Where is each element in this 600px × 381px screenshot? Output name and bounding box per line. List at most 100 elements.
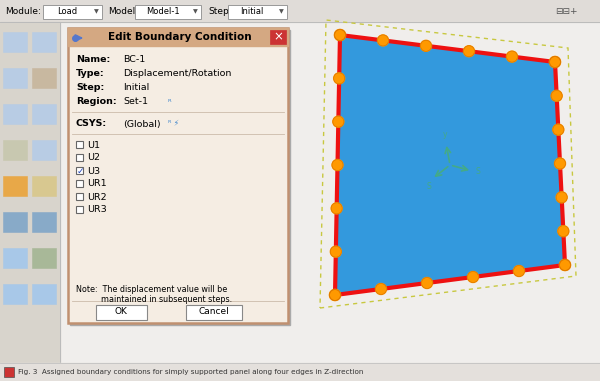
Bar xyxy=(32,104,56,124)
Circle shape xyxy=(377,35,389,46)
Bar xyxy=(3,284,27,304)
Text: U3: U3 xyxy=(87,166,100,176)
Text: OK: OK xyxy=(115,307,127,317)
Circle shape xyxy=(558,226,569,237)
Bar xyxy=(32,32,56,52)
Circle shape xyxy=(556,192,567,203)
Text: U2: U2 xyxy=(87,154,100,163)
Bar xyxy=(0,0,600,22)
Text: BC-1: BC-1 xyxy=(123,56,145,64)
Bar xyxy=(3,140,27,160)
Text: ▼: ▼ xyxy=(278,10,283,14)
FancyBboxPatch shape xyxy=(95,304,146,320)
Text: CSYS:: CSYS: xyxy=(76,120,107,128)
Text: Module:: Module: xyxy=(5,6,41,16)
Text: ▼: ▼ xyxy=(193,10,197,14)
Circle shape xyxy=(333,116,344,127)
Text: Fig. 3  Assigned boundary conditions for simply supported panel along four edges: Fig. 3 Assigned boundary conditions for … xyxy=(18,369,364,375)
Bar xyxy=(76,141,83,148)
Bar xyxy=(32,212,56,232)
Text: S: S xyxy=(427,182,431,191)
Bar xyxy=(32,248,56,268)
Bar xyxy=(68,28,288,46)
Bar xyxy=(32,176,56,196)
Circle shape xyxy=(421,40,431,51)
FancyBboxPatch shape xyxy=(185,304,241,320)
Circle shape xyxy=(467,272,479,282)
Circle shape xyxy=(554,158,566,169)
Circle shape xyxy=(329,290,341,301)
Text: maintained in subsequent steps.: maintained in subsequent steps. xyxy=(76,296,232,304)
Circle shape xyxy=(332,160,343,171)
Bar xyxy=(270,30,286,44)
Text: S: S xyxy=(475,166,480,176)
Text: UR1: UR1 xyxy=(87,179,107,189)
Bar xyxy=(68,28,288,323)
Bar xyxy=(0,22,60,381)
Bar xyxy=(3,212,27,232)
Text: Model:: Model: xyxy=(108,6,138,16)
Circle shape xyxy=(551,90,562,101)
Bar xyxy=(76,154,83,161)
Text: UR3: UR3 xyxy=(87,205,107,215)
Bar xyxy=(3,176,27,196)
Circle shape xyxy=(550,56,560,67)
Bar xyxy=(70,30,290,325)
Text: Load: Load xyxy=(57,8,77,16)
Text: ×: × xyxy=(273,30,283,43)
Text: Initial: Initial xyxy=(123,83,149,93)
Circle shape xyxy=(421,277,433,288)
Circle shape xyxy=(464,46,475,57)
Bar xyxy=(32,68,56,88)
Bar xyxy=(76,193,83,200)
Text: UR2: UR2 xyxy=(87,192,107,202)
Text: Region:: Region: xyxy=(76,98,116,107)
Text: Cancel: Cancel xyxy=(198,307,229,317)
Text: Edit Boundary Condition: Edit Boundary Condition xyxy=(108,32,252,42)
Text: Model-1: Model-1 xyxy=(146,8,179,16)
Bar xyxy=(4,367,14,377)
Text: Name:: Name: xyxy=(76,56,110,64)
Circle shape xyxy=(550,56,560,67)
Bar xyxy=(76,167,83,174)
Text: Initial: Initial xyxy=(241,8,263,16)
FancyBboxPatch shape xyxy=(43,5,101,19)
Circle shape xyxy=(329,290,341,301)
Polygon shape xyxy=(335,35,565,295)
Bar xyxy=(32,284,56,304)
Circle shape xyxy=(331,203,342,214)
FancyBboxPatch shape xyxy=(134,5,200,19)
Circle shape xyxy=(331,246,341,257)
Bar xyxy=(76,180,83,187)
Text: Set-1: Set-1 xyxy=(123,98,148,107)
Circle shape xyxy=(560,259,571,271)
FancyBboxPatch shape xyxy=(227,5,287,19)
Bar xyxy=(5,368,13,376)
Bar xyxy=(32,140,56,160)
Circle shape xyxy=(334,73,344,84)
Text: ✓: ✓ xyxy=(77,166,84,176)
Text: Step:: Step: xyxy=(76,83,104,93)
Circle shape xyxy=(376,283,386,295)
Text: y: y xyxy=(443,130,447,139)
Bar xyxy=(76,206,83,213)
Text: ⊟⊟+: ⊟⊟+ xyxy=(555,6,577,16)
Text: U1: U1 xyxy=(87,141,100,149)
Circle shape xyxy=(335,29,346,40)
Text: Note:  The displacement value will be: Note: The displacement value will be xyxy=(76,285,227,293)
Text: Type:: Type: xyxy=(76,69,104,78)
Circle shape xyxy=(335,29,346,40)
Text: ᴿ ⚡: ᴿ ⚡ xyxy=(168,120,179,128)
Text: ᴿ: ᴿ xyxy=(168,98,172,107)
Circle shape xyxy=(506,51,517,62)
Circle shape xyxy=(553,124,564,135)
Text: ▼: ▼ xyxy=(94,10,98,14)
Text: Step:: Step: xyxy=(208,6,232,16)
Bar xyxy=(3,68,27,88)
Circle shape xyxy=(560,259,571,271)
Text: (Global): (Global) xyxy=(123,120,161,128)
Bar xyxy=(3,248,27,268)
Bar xyxy=(3,32,27,52)
Text: Displacement/Rotation: Displacement/Rotation xyxy=(123,69,232,78)
Circle shape xyxy=(514,266,524,277)
